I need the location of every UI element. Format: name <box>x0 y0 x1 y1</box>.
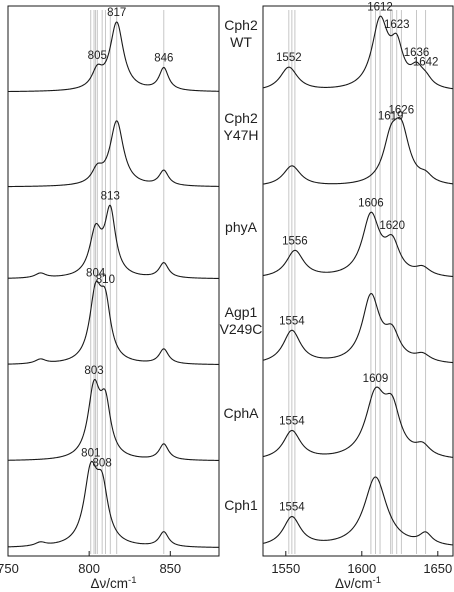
x-axis-title-superscript: -1 <box>373 575 381 586</box>
x-axis-title: Δν/cm-1 <box>335 575 381 591</box>
sample-label-line: Agp1 <box>225 304 258 320</box>
peak-label: 1554 <box>279 415 305 427</box>
peak-label: 1619 <box>378 110 404 122</box>
peak-label: 804 <box>86 267 106 279</box>
peak-label: 1612 <box>367 1 393 13</box>
peak-label: 805 <box>88 50 107 62</box>
spectra-traces <box>7 15 454 548</box>
x-axis-title: Δν/cm-1 <box>91 575 137 591</box>
spectrum-trace <box>7 280 220 365</box>
panel-frames <box>7 5 454 557</box>
sample-label: CphA <box>223 405 259 421</box>
x-axis-title-superscript: -1 <box>128 575 136 586</box>
sample-label: Cph2 WT <box>224 17 258 50</box>
sample-label-line: Cph1 <box>224 497 258 513</box>
peak-guide-lines <box>90 10 427 554</box>
peak-label: 846 <box>154 52 173 64</box>
peak-label: 1606 <box>358 197 384 209</box>
peak-label: 1554 <box>279 502 305 514</box>
sample-label: phyA <box>225 219 258 235</box>
peak-label: 808 <box>93 457 112 469</box>
peak-label: 801 <box>81 447 100 459</box>
peak-label: 1626 <box>389 104 415 116</box>
panel-frame <box>262 5 454 557</box>
x-tick-label: 1600 <box>347 561 376 576</box>
spectrum-trace <box>7 204 220 279</box>
spectrum-trace <box>262 211 454 278</box>
sample-label: Cph2 Y47H <box>223 110 258 143</box>
spectrum-trace <box>8 120 220 188</box>
peak-label: 1552 <box>276 52 302 64</box>
sample-label-line: phyA <box>225 219 258 235</box>
peak-label: 817 <box>107 7 126 19</box>
spectrum-trace <box>262 292 454 364</box>
sample-label-line: WT <box>230 34 252 50</box>
peak-label: 1642 <box>413 56 439 68</box>
axis-labels: 750 800 850 Δν/cm-1 1550 1600 1650 Δν/cm-1 <box>0 561 452 591</box>
x-tick-label: 800 <box>78 561 100 576</box>
peak-label: 1636 <box>404 47 430 59</box>
spectrum-trace <box>7 460 220 548</box>
peak-label: 803 <box>84 365 103 377</box>
sample-label-line: Cph2 <box>224 17 258 33</box>
peak-label: 1556 <box>282 235 308 247</box>
spectrum-trace <box>262 116 454 185</box>
x-tick-label: 850 <box>159 561 181 576</box>
x-tick-label: 1550 <box>271 561 300 576</box>
x-tick-label: 750 <box>0 561 19 576</box>
peak-label: 1554 <box>279 315 305 327</box>
sample-label-line: V249C <box>220 321 263 337</box>
peak-label: 810 <box>96 274 115 286</box>
peak-label: 1609 <box>363 373 389 385</box>
spectrum-trace <box>8 21 220 93</box>
spectrum-trace <box>7 378 220 461</box>
spectrum-trace <box>262 386 454 458</box>
peak-label: 1620 <box>379 220 405 232</box>
x-tick-label: 1650 <box>423 561 452 576</box>
sample-label: Cph1 <box>224 497 258 513</box>
sample-label-line: CphA <box>223 405 259 421</box>
peak-label: 1623 <box>384 19 410 31</box>
spectrum-trace <box>262 476 454 546</box>
panel-frame <box>7 5 220 557</box>
sample-label: Agp1 V249C <box>220 304 263 337</box>
sample-label-line: Cph2 <box>224 110 258 126</box>
sample-label-line: Y47H <box>223 127 258 143</box>
spectrum-trace <box>262 15 454 90</box>
peak-label: 813 <box>101 190 120 202</box>
